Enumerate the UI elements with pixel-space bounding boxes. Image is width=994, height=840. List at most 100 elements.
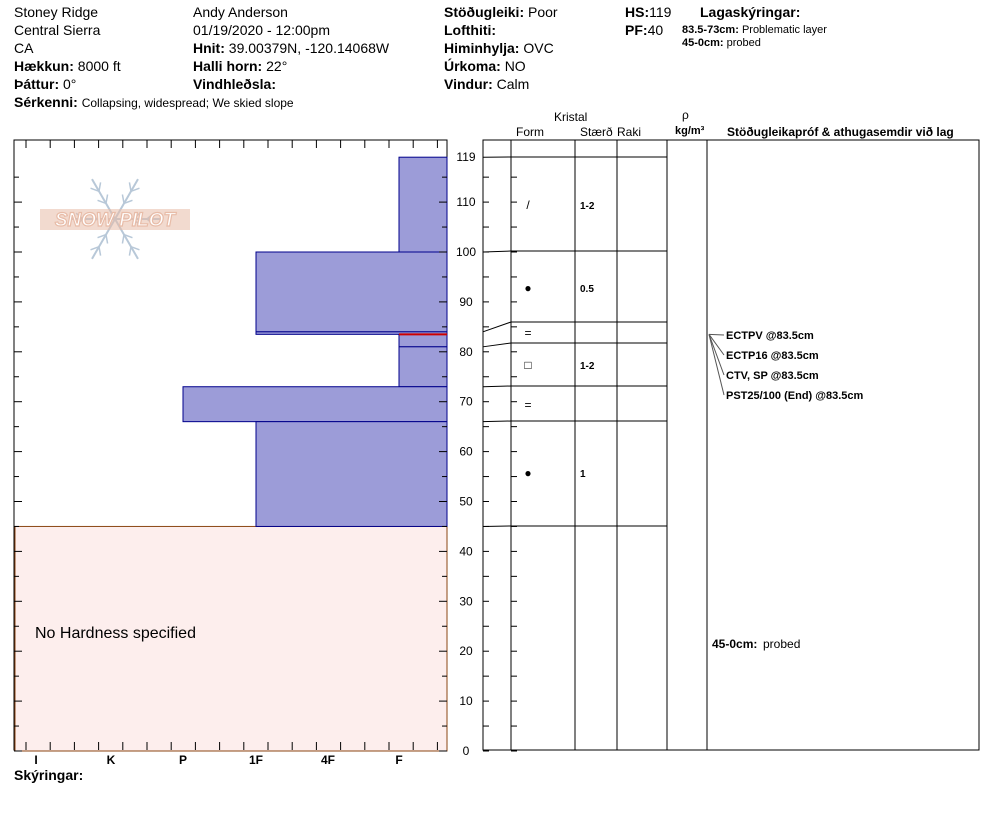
foot-penetration: PF:40 [625, 22, 663, 38]
sky-value: OVC [523, 40, 554, 56]
snowflake-branch [90, 187, 100, 192]
depth-tick-label: 50 [459, 495, 473, 509]
grain-form-symbol: = [524, 326, 531, 340]
tests-header: Stöðugleikapróf & athugasemdir við lag [727, 125, 954, 139]
sky-cover: Himinhylja: OVC [444, 40, 554, 56]
aspect-label: Þáttur: [14, 76, 60, 92]
size-header: Stærð [580, 125, 613, 139]
comment-text: probed [763, 637, 800, 651]
wind-value: Calm [496, 76, 530, 92]
slope-value: 22° [266, 58, 288, 74]
elevation-label: Hækkun: [14, 58, 74, 74]
elevation-value: 8000 ft [77, 58, 121, 74]
grain-form-symbol: ● [524, 466, 531, 480]
stability-test-pointer [708, 334, 725, 376]
range-name: Central Sierra [14, 22, 101, 38]
precipitation: Úrkoma: NO [444, 58, 526, 74]
air-temp: Lofthiti: [444, 22, 496, 38]
snowflake-branch [98, 246, 102, 256]
wind: Vindur: Calm [444, 76, 529, 92]
legend-text: probed [726, 37, 761, 49]
depth-tick-label: 40 [459, 544, 473, 558]
stability-test-pointer [708, 334, 725, 356]
logo-text: SNOW PILOT [55, 210, 177, 231]
comment-label: 45-0cm: [712, 637, 757, 651]
location-name: Stoney Ridge [14, 4, 99, 20]
depth-tick-label: 90 [459, 295, 473, 309]
form-header: Form [516, 125, 544, 139]
grain-form-symbol: = [524, 398, 531, 412]
stability-value: Poor [528, 4, 558, 20]
coords-label: Hnit: [193, 40, 225, 56]
crystal-header: Kristal [554, 110, 588, 124]
slope-label: Halli horn: [193, 58, 263, 74]
snowflake-branch [97, 199, 107, 205]
logo-band [40, 209, 190, 230]
stability-test-pointer [708, 334, 725, 396]
snowflake-branch [105, 194, 109, 204]
hardness-tick-label: 1F [249, 753, 263, 767]
stability-test-label: ECTP16 @83.5cm [726, 350, 819, 362]
grain-form-symbol: □ [524, 358, 531, 372]
legend-range: 83.5-73cm: [682, 24, 739, 36]
features: Sérkenni: Collapsing, widespread; We ski… [14, 94, 294, 111]
legend-item: 83.5-73cm: Problematic layer [682, 24, 827, 37]
precip-value: NO [504, 58, 526, 74]
depth-tick-label: 100 [456, 245, 476, 259]
snowpilot-logo: SNOW PILOT [40, 178, 190, 260]
snowflake-branch [128, 246, 132, 256]
features-value: Collapsing, widespread; We skied slope [81, 96, 294, 110]
depth-tick-label: 20 [459, 644, 473, 658]
hardness-bar [398, 346, 448, 388]
hardness-bar [255, 251, 448, 333]
no-hardness-label: No Hardness specified [35, 625, 196, 642]
observer-name: Andy Anderson [193, 4, 288, 20]
no-hardness-region [14, 525, 448, 752]
snowflake-branch [98, 182, 102, 192]
density-symbol: ρ [682, 108, 689, 122]
snowflake-branch [123, 233, 133, 239]
hardness-bar [398, 333, 448, 348]
stability: Stöðugleiki: Poor [444, 4, 558, 20]
depth-tick-label: 30 [459, 594, 473, 608]
elevation: Hækkun: 8000 ft [14, 58, 121, 74]
grain-size-label: 1-2 [580, 361, 595, 372]
state-name: CA [14, 40, 34, 56]
grain-size-label: 1 [580, 469, 586, 480]
depth-tick-label: 60 [459, 445, 473, 459]
moisture-header: Raki [617, 125, 642, 139]
legend-item: 45-0cm: probed [682, 37, 761, 50]
hardness-bar [398, 156, 448, 253]
depth-tick-label: 0 [463, 744, 470, 758]
grain-size-label: 0.5 [580, 284, 594, 295]
features-label: Sérkenni: [14, 94, 78, 110]
legend-title: Lagaskýringar: [700, 4, 801, 20]
layer-connector [482, 385, 512, 388]
coords-value: 39.00379N, -120.14068W [228, 40, 390, 56]
hardness-tick-label: F [395, 753, 402, 767]
hardness-tick-label: 4F [321, 753, 335, 767]
layer-connector [482, 342, 512, 348]
hardness-bar [255, 331, 448, 335]
layer-connector [482, 250, 512, 253]
aspect-value: 0° [63, 76, 77, 92]
sky-label: Himinhylja: [444, 40, 520, 56]
notes-label: Skýringar: [14, 767, 84, 783]
hs-value: 119 [649, 4, 672, 20]
slope-angle: Halli horn: 22° [193, 58, 287, 74]
hardness-tick-label: P [179, 753, 187, 767]
snowflake-branch [90, 246, 100, 251]
layer-table [482, 139, 980, 751]
stability-test-label: ECTPV @83.5cm [726, 330, 814, 342]
wind-loading-label: Vindhleðsla: [193, 76, 276, 92]
pf-value: 40 [647, 22, 664, 38]
stability-test-pointer [708, 333, 725, 336]
stability-test-label: PST25/100 (End) @83.5cm [726, 390, 864, 402]
legend-range: 45-0cm: [682, 37, 724, 49]
aspect: Þáttur: 0° [14, 76, 76, 92]
snowflake-branch [123, 199, 133, 205]
layer-connector [482, 420, 512, 423]
snowflake-branch [128, 182, 132, 192]
hardness-tick-label: I [34, 753, 37, 767]
